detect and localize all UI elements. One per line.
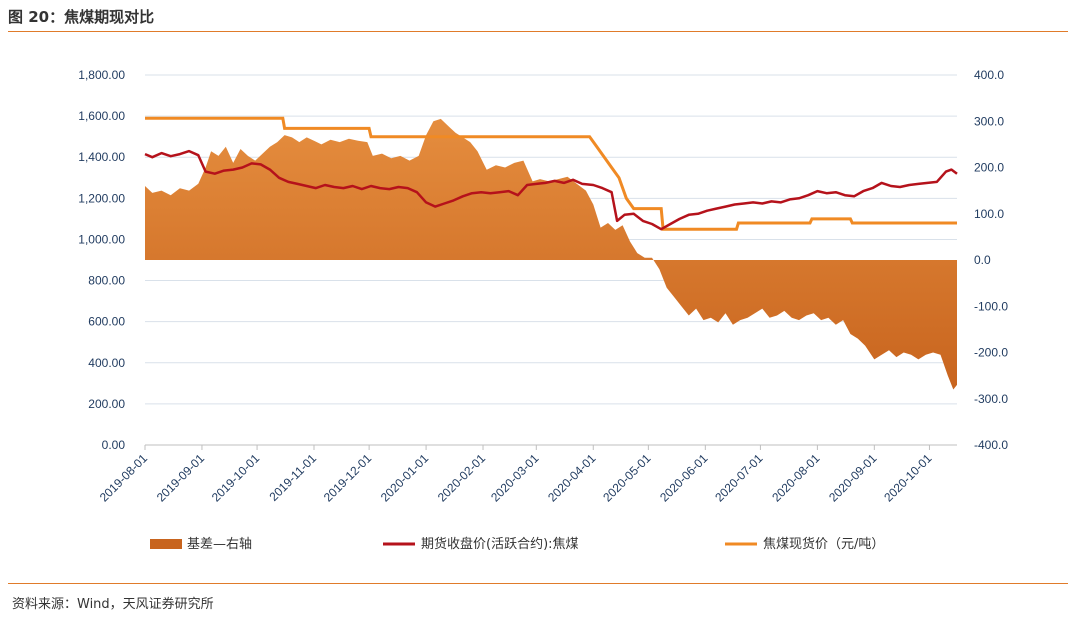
- figure-title: 图 20：焦煤期现对比: [8, 8, 155, 26]
- left-axis-ticks: 0.00 200.00 400.00 600.00 800.00 1,000.00 1,20…: [78, 68, 125, 452]
- right-tick-label: 300.0: [974, 114, 1004, 128]
- right-tick-label: 100.0: [974, 207, 1004, 221]
- left-tick-label: 1,800.00: [78, 68, 125, 82]
- x-tick-label: 2020-10-01: [881, 451, 935, 505]
- x-tick-label: 2020-01-01: [378, 451, 432, 505]
- left-tick-label: 600.00: [88, 315, 125, 329]
- legend-label-futures: 期货收盘价(活跃合约):焦煤: [421, 536, 579, 552]
- x-tick-label: 2020-08-01: [769, 451, 823, 505]
- legend-label-basis: 基差—右轴: [187, 537, 252, 552]
- futures-price-series: [144, 149, 958, 231]
- spot-price-series: [145, 116, 957, 231]
- legend-label-spot: 焦煤现货价（元/吨）: [763, 536, 884, 552]
- futures-price-line: [144, 149, 958, 231]
- right-tick-label: -100.0: [974, 299, 1008, 313]
- x-tick-label: 2020-05-01: [600, 451, 654, 505]
- source-rule: [8, 583, 1068, 584]
- legend-swatch-basis: [150, 539, 182, 549]
- source-note: 资料来源：Wind，天风证券研究所: [12, 597, 214, 612]
- x-tick-label: 2019-09-01: [154, 451, 208, 505]
- basis-area-series: [145, 118, 957, 390]
- x-axis-ticks: 2019-08-01 2019-09-01 2019-10-01 2019-11-01…: [97, 445, 935, 505]
- x-tick-label: 2019-11-01: [266, 451, 319, 504]
- left-tick-label: 400.00: [88, 356, 125, 370]
- x-tick-label: 2019-12-01: [321, 451, 375, 505]
- left-tick-label: 800.00: [88, 274, 125, 288]
- x-tick-label: 2020-02-01: [435, 451, 489, 505]
- right-tick-label: -200.0: [974, 346, 1008, 360]
- left-tick-label: 1,000.00: [78, 232, 125, 246]
- left-tick-label: 0.00: [102, 438, 126, 452]
- left-tick-label: 1,600.00: [78, 109, 125, 123]
- chart: 0.00 200.00 400.00 600.00 800.00 1,000.00 1,20…: [78, 68, 1008, 552]
- spot-price-line: [145, 116, 957, 231]
- right-tick-label: -400.0: [974, 438, 1008, 452]
- right-tick-label: 400.0: [974, 68, 1004, 82]
- right-axis-ticks: -400.0 -300.0 -200.0 -100.0 0.0 100.0 200.0 300…: [974, 68, 1008, 452]
- x-tick-label: 2019-10-01: [209, 451, 263, 505]
- right-tick-label: 0.0: [974, 253, 991, 267]
- x-tick-label: 2020-07-01: [712, 451, 766, 505]
- x-tick-label: 2019-08-01: [97, 451, 151, 505]
- title-rule: [8, 31, 1068, 32]
- x-tick-label: 2020-09-01: [826, 451, 880, 505]
- x-tick-label: 2020-04-01: [545, 451, 599, 505]
- left-tick-label: 200.00: [88, 397, 125, 411]
- x-tick-label: 2020-06-01: [657, 451, 711, 505]
- right-tick-label: 200.0: [974, 161, 1004, 175]
- legend: 基差—右轴 期货收盘价(活跃合约):焦煤 焦煤现货价（元/吨）: [150, 536, 884, 552]
- basis-area: [145, 118, 957, 390]
- right-tick-label: -300.0: [974, 392, 1008, 406]
- left-tick-label: 1,200.00: [78, 191, 125, 205]
- x-tick-label: 2020-03-01: [488, 451, 542, 505]
- left-tick-label: 1,400.00: [78, 150, 125, 164]
